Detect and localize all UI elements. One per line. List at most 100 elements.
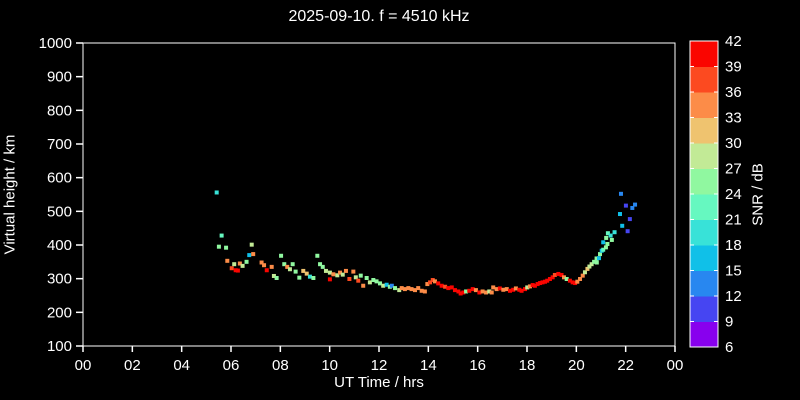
data-point: [244, 259, 249, 264]
data-point: [356, 278, 361, 283]
data-point: [327, 270, 332, 275]
colorbar-segment: [690, 117, 718, 144]
data-point: [335, 273, 340, 278]
data-point: [501, 287, 506, 292]
data-point: [517, 287, 522, 292]
data-point: [262, 263, 267, 268]
y-axis-title: Virtual height / km: [1, 134, 19, 255]
colorbar-tick-label: 9: [725, 314, 733, 331]
y-tick-label: 500: [47, 203, 72, 220]
colorbar-tick-label: 30: [725, 135, 742, 152]
data-point: [504, 287, 509, 292]
data-point: [552, 272, 557, 277]
colorbar-tick-label: 15: [725, 263, 742, 280]
data-point: [331, 272, 336, 277]
y-tick-label: 200: [47, 304, 72, 321]
data-point: [480, 289, 485, 294]
colorbar-tick-label: 39: [725, 59, 742, 76]
data-point: [627, 217, 632, 222]
data-point: [327, 277, 332, 282]
plot-frame: [82, 42, 676, 347]
data-point: [422, 289, 427, 294]
data-point: [347, 277, 352, 282]
x-tick-label: 00: [667, 357, 684, 374]
data-point: [497, 286, 502, 291]
data-point: [443, 284, 448, 289]
colorbar-tick-label: 6: [725, 339, 733, 356]
colorbar-segment: [690, 66, 718, 93]
colorbar-title: SNR / dB: [749, 163, 767, 226]
data-point: [598, 252, 603, 257]
data-point: [377, 281, 382, 286]
data-point: [630, 205, 635, 210]
data-point: [573, 281, 578, 286]
data-point: [625, 229, 630, 234]
data-point: [399, 286, 404, 291]
colorbar-tick-label: 33: [725, 110, 742, 127]
data-point: [464, 289, 469, 294]
data-point: [282, 262, 287, 267]
data-point: [484, 290, 489, 295]
data-point: [461, 290, 466, 295]
data-point: [570, 280, 575, 285]
data-point: [594, 260, 599, 265]
data-point: [612, 230, 617, 235]
data-point: [582, 270, 587, 275]
data-point: [633, 202, 638, 207]
data-point: [219, 233, 224, 238]
data-point: [587, 264, 592, 269]
data-point: [233, 268, 238, 273]
chart-title: 2025-09-10. f = 4510 kHz: [288, 8, 470, 25]
data-point: [609, 237, 614, 242]
data-point: [323, 268, 328, 273]
y-tick-label: 100: [47, 338, 72, 355]
y-tick-label: 1000: [39, 35, 72, 52]
colorbar-tick-label: 21: [725, 212, 742, 229]
data-point: [617, 212, 622, 217]
data-point: [259, 260, 264, 265]
data-point: [578, 277, 583, 282]
data-point: [290, 262, 295, 267]
data-point: [449, 285, 454, 290]
data-point: [340, 272, 345, 277]
colorbar-segment: [690, 321, 718, 348]
data-point: [620, 223, 625, 228]
data-point: [519, 288, 524, 293]
data-point: [358, 273, 363, 278]
data-point: [297, 275, 302, 280]
data-point: [402, 287, 407, 292]
data-point: [315, 253, 320, 258]
data-point: [413, 288, 418, 293]
data-point: [525, 285, 530, 290]
data-point: [532, 283, 537, 288]
data-point: [311, 275, 316, 280]
data-point: [605, 231, 610, 236]
data-point: [409, 287, 414, 292]
data-point: [384, 282, 389, 287]
data-point: [419, 288, 424, 293]
data-point: [592, 259, 597, 264]
x-tick-label: 06: [223, 357, 240, 374]
data-point: [489, 290, 494, 295]
data-point: [594, 256, 599, 261]
x-axis-title: UT Time / hrs: [334, 374, 424, 391]
data-point: [371, 278, 376, 283]
colorbar-segment: [690, 270, 718, 297]
data-point: [237, 261, 242, 266]
x-tick-label: 14: [420, 357, 437, 374]
y-tick-label: 300: [47, 271, 72, 288]
data-point: [432, 279, 437, 284]
y-tick-label: 600: [47, 170, 72, 187]
x-tick-label: 12: [371, 357, 388, 374]
data-point: [374, 279, 379, 284]
data-point: [361, 283, 366, 288]
data-point: [232, 262, 237, 267]
data-point: [425, 282, 430, 287]
data-point: [540, 280, 545, 285]
data-point: [580, 273, 585, 278]
data-point: [393, 286, 398, 291]
data-point: [604, 235, 609, 240]
colorbar-segment: [690, 296, 718, 322]
data-point: [307, 274, 312, 279]
